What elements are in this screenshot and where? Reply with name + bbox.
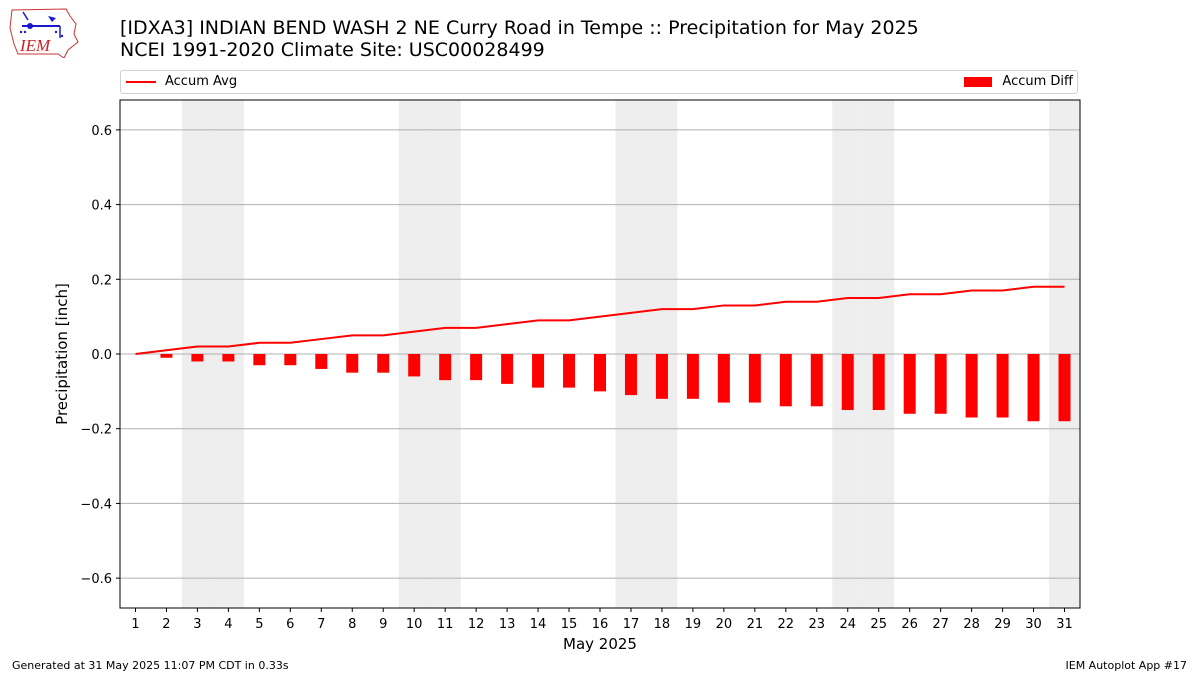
accum-diff-bar bbox=[1058, 354, 1071, 422]
legend-item-avg: Accum Avg bbox=[126, 74, 237, 90]
accum-diff-bar bbox=[594, 354, 606, 392]
legend-line-swatch bbox=[126, 81, 156, 83]
y-tick-label: −0.4 bbox=[80, 497, 112, 512]
y-axis-label: Precipitation [inch] bbox=[53, 283, 71, 425]
accum-diff-bar bbox=[191, 354, 204, 362]
x-tick-label: 17 bbox=[623, 617, 640, 632]
accum-diff-bar bbox=[903, 354, 916, 414]
x-tick-label: 2 bbox=[162, 617, 170, 632]
y-tick-label: −0.6 bbox=[80, 572, 112, 587]
legend-item-diff: Accum Diff bbox=[964, 74, 1073, 90]
x-tick-label: 22 bbox=[778, 617, 795, 632]
accum-diff-bar bbox=[779, 354, 792, 407]
svg-text:IEM: IEM bbox=[19, 36, 51, 55]
x-tick-label: 18 bbox=[654, 617, 671, 632]
x-tick-label: 15 bbox=[561, 617, 578, 632]
x-axis-label: May 2025 bbox=[563, 635, 637, 653]
accum-diff-bar bbox=[686, 354, 699, 399]
x-tick-label: 5 bbox=[255, 617, 263, 632]
accum-diff-bar bbox=[315, 354, 328, 369]
title-line-2: NCEI 1991-2020 Climate Site: USC00028499 bbox=[120, 39, 545, 61]
accum-diff-bar bbox=[655, 354, 668, 399]
legend: Accum Avg Accum Diff bbox=[120, 70, 1078, 94]
x-tick-label: 3 bbox=[193, 617, 201, 632]
footer-app: IEM Autoplot App #17 bbox=[1065, 659, 1188, 672]
accum-diff-bar bbox=[501, 354, 514, 384]
accum-diff-bar bbox=[872, 354, 885, 411]
legend-label-avg: Accum Avg bbox=[165, 74, 238, 89]
x-tick-label: 25 bbox=[870, 617, 887, 632]
accum-diff-bar bbox=[1027, 354, 1040, 422]
accum-diff-bar bbox=[377, 354, 390, 373]
x-tick-label: 4 bbox=[224, 617, 232, 632]
accum-diff-bar bbox=[563, 354, 576, 388]
x-tick-label: 1 bbox=[131, 617, 139, 632]
x-tick-label: 29 bbox=[994, 617, 1011, 632]
accum-diff-bar bbox=[222, 354, 235, 362]
accum-diff-bar bbox=[160, 354, 173, 358]
accum-diff-bar bbox=[470, 354, 483, 381]
x-tick-label: 7 bbox=[317, 617, 325, 632]
accum-diff-bar bbox=[841, 354, 854, 411]
x-tick-label: 24 bbox=[839, 617, 856, 632]
x-tick-label: 16 bbox=[592, 617, 609, 632]
accum-diff-bar bbox=[346, 354, 359, 373]
x-tick-label: 13 bbox=[499, 617, 516, 632]
x-tick-label: 14 bbox=[530, 617, 547, 632]
accum-diff-bar bbox=[408, 354, 421, 377]
accum-diff-bar bbox=[965, 354, 978, 418]
accum-diff-bar bbox=[624, 354, 637, 396]
x-tick-label: 30 bbox=[1025, 617, 1042, 632]
accum-diff-bar bbox=[253, 354, 266, 366]
chart-title: [IDXA3] INDIAN BEND WASH 2 NE Curry Road… bbox=[120, 17, 919, 61]
accum-diff-bar bbox=[717, 354, 730, 403]
iem-logo: IEM bbox=[9, 8, 79, 58]
x-tick-label: 20 bbox=[716, 617, 733, 632]
x-tick-label: 21 bbox=[747, 617, 764, 632]
footer-generated: Generated at 31 May 2025 11:07 PM CDT in… bbox=[12, 659, 289, 672]
x-tick-label: 12 bbox=[468, 617, 485, 632]
accum-diff-bar bbox=[532, 354, 545, 388]
y-tick-label: 0.4 bbox=[91, 199, 112, 214]
y-tick-label: 0.2 bbox=[91, 273, 112, 288]
title-line-1: [IDXA3] INDIAN BEND WASH 2 NE Curry Road… bbox=[120, 17, 919, 39]
accum-diff-bar bbox=[934, 354, 947, 414]
x-tick-label: 19 bbox=[685, 617, 702, 632]
y-tick-label: −0.2 bbox=[80, 423, 112, 438]
accum-diff-bar bbox=[810, 354, 823, 407]
accum-avg-line bbox=[135, 285, 1065, 355]
x-tick-label: 8 bbox=[348, 617, 356, 632]
accum-diff-bar bbox=[284, 354, 297, 366]
x-tick-label: 28 bbox=[963, 617, 980, 632]
legend-label-diff: Accum Diff bbox=[1002, 74, 1073, 89]
x-tick-label: 26 bbox=[901, 617, 918, 632]
x-tick-label: 27 bbox=[932, 617, 949, 632]
x-tick-label: 6 bbox=[286, 617, 294, 632]
x-tick-label: 11 bbox=[437, 617, 454, 632]
accum-diff-bar bbox=[439, 354, 452, 381]
accum-diff-bar bbox=[748, 354, 761, 403]
legend-bar-swatch bbox=[964, 77, 993, 87]
y-tick-label: 0.0 bbox=[91, 348, 112, 363]
x-tick-label: 9 bbox=[379, 617, 387, 632]
accum-diff-bar bbox=[996, 354, 1009, 418]
y-tick-label: 0.6 bbox=[91, 124, 112, 139]
x-tick-label: 10 bbox=[406, 617, 423, 632]
x-tick-label: 31 bbox=[1056, 617, 1073, 632]
x-tick-label: 23 bbox=[809, 617, 826, 632]
